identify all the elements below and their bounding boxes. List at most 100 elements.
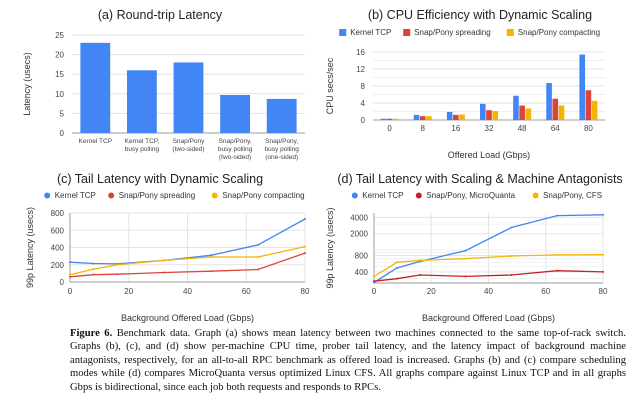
bar [453, 114, 459, 120]
chart-c-tail-latency: (c) Tail Latency with Dynamic Scaling 99p… [25, 172, 310, 323]
data-point [304, 245, 306, 248]
chart-title: (d) Tail Latency with Scaling & Machine … [337, 172, 622, 186]
caption-text: Benchmark data. Graph (a) shows mean lat… [70, 328, 626, 393]
y-axis-label: Latency (usecs) [22, 52, 32, 116]
legend-label: Snap/Pony spreading [119, 191, 196, 200]
x-tick-label: Kernel TCP [79, 138, 112, 145]
bar [266, 98, 297, 133]
chart-d-tail-latency-antagonists: (d) Tail Latency with Scaling & Machine … [325, 172, 623, 323]
data-point [92, 262, 95, 265]
legend-marker [415, 192, 422, 199]
data-point [464, 257, 467, 260]
y-tick-label: 4000 [350, 213, 368, 222]
y-tick-label: 16 [356, 48, 365, 57]
series [69, 245, 306, 276]
legend-label: Kernel TCP [350, 28, 391, 37]
y-tick-label: 2000 [350, 230, 368, 239]
data-point [163, 259, 165, 262]
legend: Kernel TCP Snap/Pony spreading Snap/Pony c… [44, 191, 305, 200]
x-tick-label: 20 [427, 287, 436, 296]
chart-a-round-trip-latency: (a) Round-trip Latency Latency (usecs) 0 5 1… [22, 8, 305, 161]
bar [413, 114, 420, 120]
x-tick-label: 40 [484, 287, 493, 296]
x-tick-label: 80 [301, 287, 310, 296]
y-axis-label: CPU secs/sec [325, 57, 335, 114]
data-point [304, 252, 306, 255]
data-point [116, 263, 118, 266]
data-point [210, 254, 212, 257]
data-point [510, 274, 513, 277]
legend-label: Kernel TCP [362, 191, 403, 200]
legend-marker [211, 192, 218, 199]
data-point [602, 270, 604, 273]
x-tick-label: busy polling [265, 146, 300, 153]
y-axis-label: 99p Latency (usecs) [325, 207, 335, 288]
data-point [602, 213, 604, 216]
chart-b-cpu-efficiency: (b) CPU Efficiency with Dynamic Scaling C… [325, 8, 605, 160]
legend-item: Kernel TCP [339, 28, 391, 37]
data-point [556, 214, 559, 217]
figure: (a) Round-trip Latency Latency (usecs) 0 5 1… [22, 8, 623, 323]
data-point [116, 273, 118, 276]
data-point [395, 261, 398, 264]
y-tick-label: 200 [51, 261, 65, 270]
y-tick-label: 0 [60, 278, 65, 287]
x-tick-label: 0 [387, 124, 392, 133]
legend-item: Snap/Pony compacting [211, 191, 305, 200]
x-axis-label: Background Offered Load (Gbps) [121, 313, 254, 323]
legend-label: Snap/Pony, CFS [543, 191, 602, 200]
bar [486, 110, 492, 120]
series [373, 213, 604, 284]
legend-item: Snap/Pony, CFS [532, 191, 602, 200]
bar [126, 70, 157, 133]
x-tick-label: 80 [584, 124, 593, 133]
legend-swatch [339, 29, 347, 36]
data-point [210, 270, 212, 273]
y-tick-label: 8 [361, 82, 366, 91]
legend-item: Kernel TCP [44, 191, 96, 200]
data-point [69, 273, 71, 276]
legend: Kernel TCP Snap/Pony, MicroQuanta Snap/Pon… [351, 191, 602, 200]
bar [80, 42, 111, 134]
y-tick-label: 4 [361, 99, 366, 108]
data-point [395, 267, 398, 270]
x-tick-label: (two-sided) [172, 146, 204, 153]
bar [513, 95, 519, 120]
legend-item: Snap/Pony spreading [403, 28, 491, 37]
figure-caption: Figure 6. Benchmark data. Graph (a) show… [70, 327, 626, 394]
bar [392, 118, 399, 120]
y-tick-label: 600 [51, 226, 65, 235]
x-axis-label: Background Offered Load (Gbps) [422, 313, 555, 323]
legend-marker [44, 192, 51, 199]
y-tick-label: 10 [55, 90, 64, 99]
x-tick-label: Snap/Pony, [219, 138, 252, 145]
data-point [510, 255, 513, 258]
bar [585, 90, 592, 120]
series [69, 252, 306, 278]
y-tick-label: 5 [60, 109, 65, 118]
legend-marker [532, 192, 539, 199]
x-axis-label: Offered Load (Gbps) [448, 150, 530, 160]
data-point [257, 255, 259, 258]
data-point [418, 259, 421, 262]
bar [386, 118, 393, 120]
x-tick-label: (two-sided) [219, 154, 251, 161]
legend-item: Snap/Pony, MicroQuanta [415, 191, 516, 200]
x-tick-label: 64 [551, 124, 560, 133]
bar [546, 83, 552, 120]
bar [446, 111, 453, 120]
chart-title: (a) Round-trip Latency [98, 8, 223, 22]
data-point [464, 275, 467, 278]
data-point [373, 280, 375, 283]
data-point [556, 269, 559, 272]
y-tick-label: 800 [51, 209, 65, 218]
x-tick-label: Kernel TCP, [125, 138, 160, 145]
legend-item: Snap/Pony spreading [108, 191, 195, 200]
data-point [556, 253, 559, 256]
legend-marker [108, 192, 115, 199]
data-point [92, 273, 95, 276]
data-point [92, 268, 95, 271]
caption-label: Figure 6. [70, 328, 113, 339]
legend-label: Snap/Pony spreading [414, 28, 491, 37]
y-tick-label: 15 [55, 70, 64, 79]
